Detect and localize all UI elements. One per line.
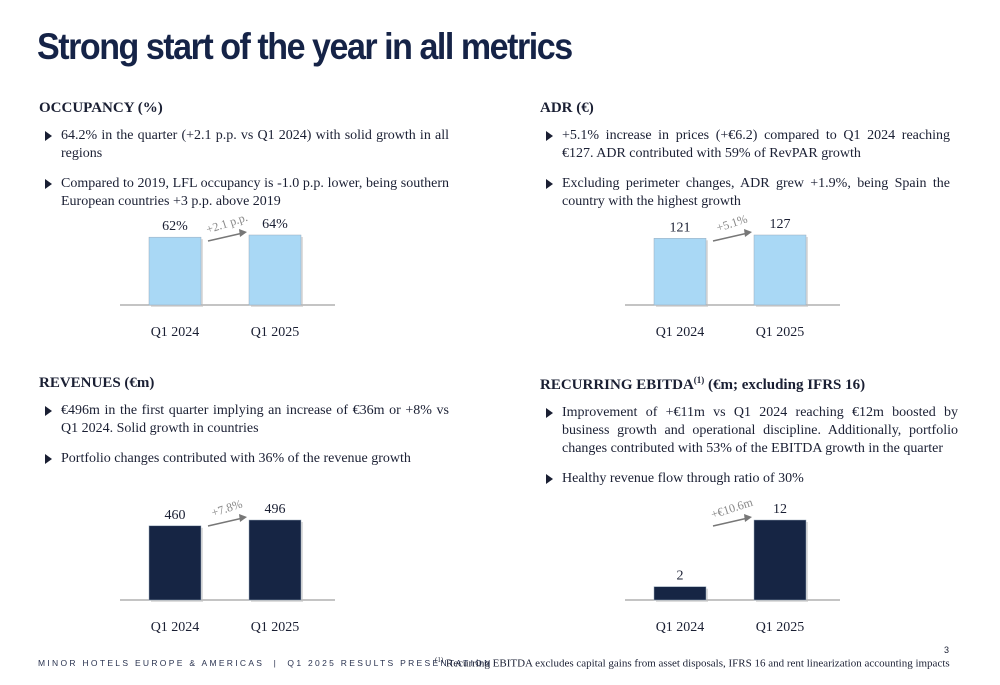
bar: [148, 525, 202, 601]
data-label: 496: [265, 502, 286, 517]
occupancy-section: OCCUPANCY (%) 64.2% in the quarter (+2.1…: [39, 100, 449, 223]
occupancy-heading: OCCUPANCY (%): [39, 100, 163, 116]
bullet: 64.2% in the quarter (+2.1 p.p. vs Q1 20…: [39, 127, 449, 163]
bar: [753, 234, 807, 306]
bullet: Healthy revenue flow through ratio of 30…: [540, 470, 958, 488]
ebitda-heading: RECURRING EBITDA(1) (€m; excluding IFRS …: [540, 375, 866, 393]
bullet: Portfolio changes contributed with 36% o…: [39, 450, 449, 468]
revenues-section: REVENUES (€m) €496m in the first quarter…: [39, 375, 449, 480]
growth-arrow-icon: [712, 229, 752, 242]
data-label: 460: [165, 508, 186, 523]
revenues-heading: REVENUES (€m): [39, 375, 155, 391]
adr-chart: 121 Q1 2024 127 Q1 2025 +5.1%: [625, 212, 840, 340]
growth-arrow-icon: [207, 514, 247, 527]
growth-label: +5.1%: [714, 212, 749, 235]
footer-label: MINOR HOTELS EUROPE & AMERICAS | Q1 2025…: [38, 658, 493, 668]
page-number: 3: [944, 645, 950, 655]
data-label: 127: [770, 217, 791, 232]
growth-arrow-icon: [207, 229, 247, 242]
bullet-arrow-icon: [45, 179, 52, 189]
bar: [753, 519, 807, 601]
growth-label: +7.8%: [209, 497, 244, 520]
ebitda-section: RECURRING EBITDA(1) (€m; excluding IFRS …: [540, 375, 958, 500]
footnote: (1) Recurring EBITDA excludes capital ga…: [435, 656, 950, 670]
adr-heading: ADR (€): [540, 100, 594, 116]
bullet-arrow-icon: [45, 131, 52, 141]
bar: [248, 519, 302, 601]
adr-section: ADR (€) +5.1% increase in prices (+€6.2)…: [540, 100, 950, 223]
category-label: Q1 2024: [656, 325, 705, 340]
bullet-arrow-icon: [45, 406, 52, 416]
data-label: 2: [677, 569, 684, 584]
category-label: Q1 2024: [151, 620, 200, 635]
bullet: Improvement of +€11m vs Q1 2024 reaching…: [540, 404, 958, 458]
category-label: Q1 2025: [756, 620, 805, 635]
bullet: €496m in the first quarter implying an i…: [39, 402, 449, 438]
category-label: Q1 2025: [251, 325, 300, 340]
bullet: Excluding perimeter changes, ADR grew +1…: [540, 175, 950, 211]
growth-arrow-icon: [712, 514, 752, 527]
bullet: +5.1% increase in prices (+€6.2) compare…: [540, 127, 950, 163]
bullet-arrow-icon: [546, 408, 553, 418]
bullet: Compared to 2019, LFL occupancy is -1.0 …: [39, 175, 449, 211]
bar: [248, 234, 302, 306]
bullet-arrow-icon: [45, 454, 52, 464]
page-title: Strong start of the year in all metrics: [37, 26, 573, 67]
bullet-arrow-icon: [546, 474, 553, 484]
data-label: 121: [670, 220, 691, 235]
category-label: Q1 2024: [656, 620, 705, 635]
bar: [653, 586, 707, 601]
bullet-arrow-icon: [546, 179, 553, 189]
data-label: 64%: [262, 217, 288, 232]
category-label: Q1 2025: [756, 325, 805, 340]
data-label: 12: [773, 502, 787, 517]
bullet-arrow-icon: [546, 131, 553, 141]
bar: [148, 236, 202, 306]
bar: [653, 238, 707, 306]
revenues-chart: 460 Q1 2024 496 Q1 2025 +7.8%: [120, 497, 335, 635]
category-label: Q1 2025: [251, 620, 300, 635]
category-label: Q1 2024: [151, 325, 200, 340]
data-label: 62%: [162, 219, 188, 234]
